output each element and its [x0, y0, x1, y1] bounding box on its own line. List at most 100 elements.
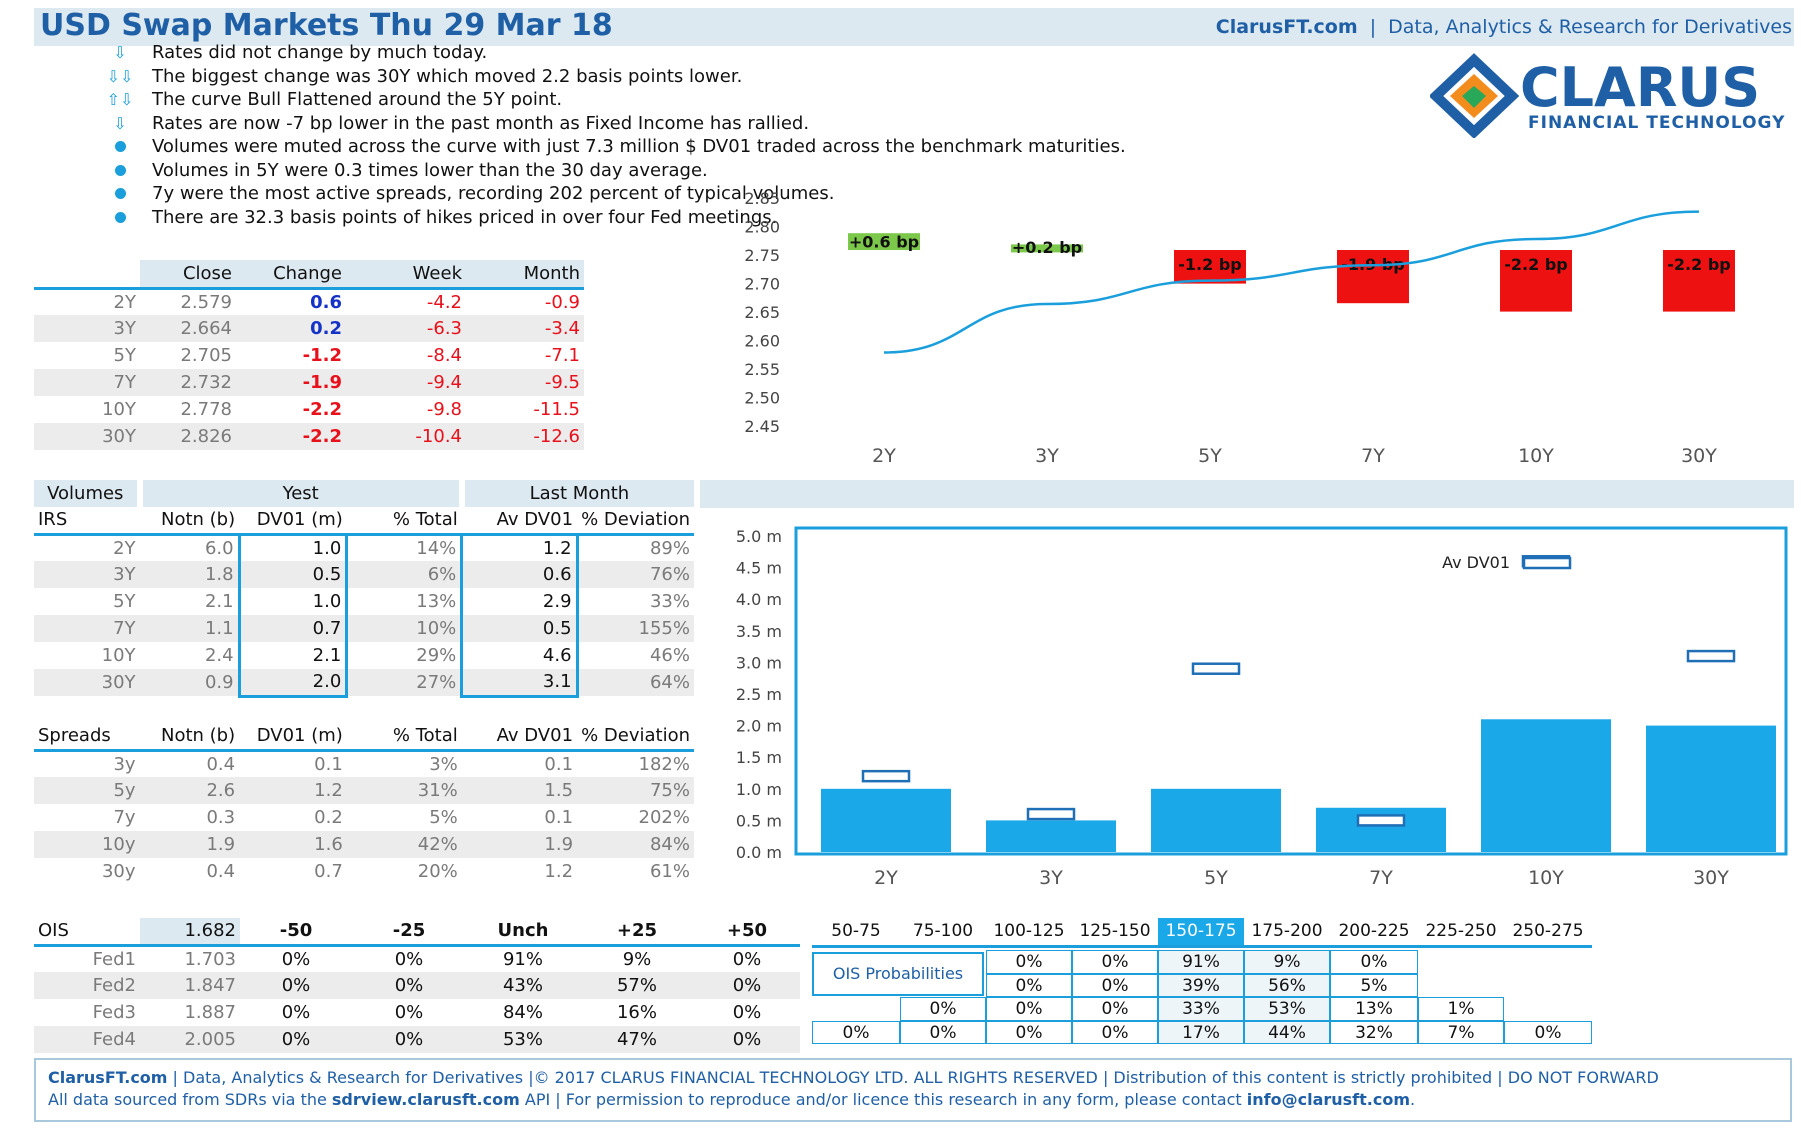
y-tick-label: 2.85 — [744, 189, 780, 208]
close-cell: 2.579 — [180, 291, 232, 313]
prob-cell: 0% — [394, 1002, 424, 1023]
prob-cell: 0% — [281, 1029, 311, 1050]
change-cell: -2.2 — [302, 426, 342, 447]
volumes-col-header: Spreads Notn (b) DV01 (m)% Total Av DV01% D… — [34, 723, 694, 750]
volumes-chart-header — [700, 480, 1794, 508]
col-close: Close — [140, 260, 236, 288]
bucket-header: 200-225 — [1338, 921, 1410, 941]
change-bar — [1174, 250, 1246, 284]
close-cell: 2.664 — [180, 318, 232, 339]
plot-frame — [794, 526, 1788, 856]
prob-cell: 9% — [1244, 950, 1330, 974]
fed-rate: 1.887 — [184, 1002, 236, 1023]
x-tick-label: 5Y — [1204, 867, 1228, 889]
dev-cell: 33% — [649, 591, 690, 612]
avdv01-cell: 1.2 — [460, 532, 579, 561]
tenor-cell: 7y — [113, 807, 136, 828]
notn-cell: 0.4 — [206, 753, 236, 775]
pct-cell: 14% — [416, 537, 457, 559]
x-tick-label: 7Y — [1369, 867, 1393, 889]
bucket-header: 50-75 — [831, 921, 881, 941]
prob-cell: 0% — [281, 948, 311, 970]
table-row: 7Y 2.732 -1.9 -9.4 -9.5 — [34, 369, 584, 396]
header-tagline: ClarusFT.com | Data, Analytics & Researc… — [1215, 16, 1792, 38]
footer-line-2: All data sourced from SDRs via the sdrvi… — [48, 1090, 1416, 1109]
dv01-bar — [1151, 788, 1281, 852]
prob-cell: 0% — [986, 973, 1072, 997]
notn-cell: 0.9 — [204, 672, 234, 693]
bullet-item: ⇩ Rates are now -7 bp lower in the past m… — [96, 113, 809, 134]
bullet-item: Volumes in 5Y were 0.3 times lower than … — [96, 160, 708, 181]
month-cell: -7.1 — [544, 345, 580, 366]
prob-cell: 91% — [502, 948, 543, 970]
notn-cell: 0.4 — [206, 861, 236, 882]
dv01-cell: 0.1 — [314, 753, 343, 775]
x-tick-label: 30Y — [1681, 445, 1717, 467]
prob-cell: 0% — [986, 997, 1072, 1021]
y-tick-label: 0.0 m — [736, 843, 782, 862]
dv01-cell: 0.2 — [314, 807, 343, 828]
dv01-bar — [1481, 719, 1611, 852]
prob-cell: 7% — [1418, 1020, 1504, 1044]
pct-cell: 29% — [416, 645, 457, 666]
col-change: Change — [236, 260, 346, 288]
dv01-cell: 0.7 — [237, 615, 349, 642]
tenor-cell: 10Y — [102, 399, 136, 420]
week-cell: -4.2 — [426, 291, 462, 313]
footer-sdrview-link[interactable]: sdrview.clarusft.com — [331, 1090, 520, 1109]
prob-cell: 43% — [502, 975, 543, 996]
table-row: 7y 0.3 0.2 5% 0.1 202% — [34, 804, 694, 831]
change-cell: -1.2 — [302, 345, 342, 366]
dev-cell: 202% — [638, 807, 690, 828]
fed-rate: 1.703 — [184, 948, 236, 970]
prob-cell: 0% — [1072, 997, 1158, 1021]
bar-data-label: -2.2 bp — [1504, 255, 1567, 274]
prob-cell: 53% — [1244, 997, 1330, 1021]
ois-probabilities-title: OIS Probabilities — [812, 952, 984, 996]
x-tick-label: 10Y — [1518, 445, 1554, 467]
bucket-header: 250-275 — [1512, 921, 1584, 941]
dv01-cell: 1.6 — [314, 834, 343, 855]
avdv01-cell: 0.5 — [460, 615, 579, 642]
notn-cell: 1.9 — [206, 834, 236, 855]
footer-site: ClarusFT.com — [48, 1068, 168, 1087]
prob-cell: 0% — [1504, 1020, 1592, 1044]
prob-cell: 0% — [732, 1029, 762, 1050]
y-tick-label: 4.0 m — [736, 590, 782, 609]
month-cell: -3.4 — [544, 318, 580, 339]
footer-line-1: ClarusFT.com | Data, Analytics & Researc… — [48, 1068, 1659, 1087]
table-row: 10y 1.9 1.6 42% 1.9 84% — [34, 831, 694, 858]
prob-cell: 0% — [1072, 950, 1158, 974]
arrow-up-down-icon: ⇧⇩ — [106, 90, 134, 109]
dev-cell: 76% — [649, 564, 690, 585]
ois-rate: 1.682 — [140, 918, 240, 945]
prob-cell: 0% — [1072, 1020, 1158, 1044]
prob-cell: 0% — [281, 975, 311, 996]
av-dv01-marker — [861, 769, 911, 783]
pct-cell: 5% — [429, 807, 458, 828]
x-tick-label: 3Y — [1039, 867, 1063, 889]
footer-email-link[interactable]: info@clarusft.com — [1246, 1090, 1410, 1109]
bucket-header: 225-250 — [1425, 921, 1497, 941]
volumes-group-header: Volumes Yest Last Month — [34, 480, 694, 507]
prob-cell: 0% — [394, 975, 424, 996]
col-week: Week — [346, 260, 466, 288]
tenor-cell: 10Y — [101, 645, 136, 666]
fed-name: Fed4 — [92, 1029, 136, 1050]
close-cell: 2.732 — [180, 372, 232, 393]
bullet-item: Volumes were muted across the curve with… — [96, 136, 1126, 157]
y-tick-label: 1.5 m — [736, 748, 782, 767]
change-cell: 0.2 — [310, 318, 342, 339]
tenor-cell: 3Y — [113, 318, 136, 339]
bullet-text: Rates did not change by much today. — [152, 42, 488, 63]
prob-cell: 17% — [1158, 1020, 1244, 1044]
avdv01-cell: 2.9 — [460, 588, 579, 615]
table-row: 5Y 2.1 1.0 13% 2.9 33% — [34, 588, 694, 615]
change-bar — [1011, 244, 1083, 253]
dot-icon — [96, 137, 144, 156]
y-tick-label: 3.0 m — [736, 653, 782, 672]
week-cell: -6.3 — [426, 318, 462, 339]
change-cell: 0.6 — [310, 291, 342, 313]
site-link[interactable]: ClarusFT.com — [1215, 16, 1358, 38]
prob-cell: 0% — [732, 948, 762, 970]
